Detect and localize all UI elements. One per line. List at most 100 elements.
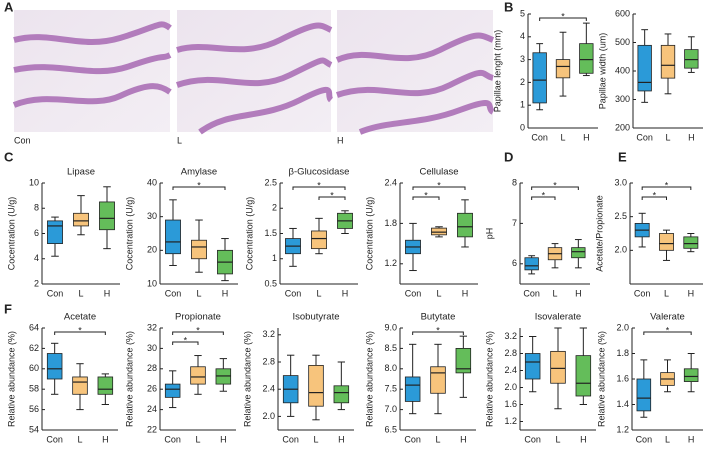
y-tick-label: 4 bbox=[34, 253, 39, 263]
box bbox=[579, 43, 594, 74]
image-label: L bbox=[177, 135, 182, 145]
y-axis-label: Relative abundance (%) bbox=[364, 331, 374, 427]
box-chart: pH 6 7 8 Con L H * * bbox=[484, 177, 590, 298]
y-tick-label: 6 bbox=[512, 258, 517, 268]
y-tick-label: 1 bbox=[520, 100, 525, 110]
y-tick-label: 8 bbox=[512, 177, 517, 187]
box bbox=[659, 233, 674, 251]
y-tick-label: 2.4 bbox=[262, 384, 275, 394]
y-tick-label: 28 bbox=[147, 363, 157, 373]
y-tick-label: 54 bbox=[29, 424, 39, 434]
image-label: H bbox=[337, 135, 344, 145]
y-tick-label: 600 bbox=[615, 8, 630, 18]
y-tick-label: 22 bbox=[147, 424, 157, 434]
significance-label: * bbox=[196, 325, 200, 335]
y-tick-label: 32 bbox=[147, 322, 157, 332]
box-chart: Papillae width (um) 200 300 400 500 600 Con L H bbox=[597, 8, 703, 142]
x-tick-label: H bbox=[338, 434, 345, 444]
significance-label: * bbox=[665, 180, 669, 190]
x-tick-label: Con bbox=[165, 288, 182, 298]
y-tick-label: 1.6 bbox=[504, 399, 517, 409]
x-tick-label: Con bbox=[47, 288, 64, 298]
y-axis-label: Relative abundance (%) bbox=[242, 331, 252, 427]
x-tick-label: H bbox=[102, 434, 109, 444]
x-tick-label: H bbox=[104, 288, 111, 298]
y-tick-label: 7.0 bbox=[384, 404, 397, 414]
y-tick-label: 2.0 bbox=[616, 322, 629, 332]
y-tick-label: 400 bbox=[615, 65, 630, 75]
box-chart: Papillae lenght (mm) 0 1 2 3 4 5 Con L H * bbox=[492, 8, 598, 142]
x-tick-label: L bbox=[664, 288, 669, 298]
x-tick-label: H bbox=[575, 288, 582, 298]
significance-label: * bbox=[330, 190, 334, 200]
y-tick-label: 2.0 bbox=[262, 411, 275, 421]
x-tick-label: Con bbox=[531, 132, 548, 142]
box bbox=[311, 230, 327, 250]
y-axis-label: Relative abundance (%) bbox=[6, 331, 16, 427]
y-axis-label: Cocentration (U/g) bbox=[124, 197, 134, 271]
box bbox=[684, 49, 699, 69]
x-tick-label: L bbox=[665, 434, 670, 444]
box-chart: Cellulase Cocentration (U/g) 1.2 1.8 2.4 Con L… bbox=[364, 167, 478, 298]
significance-label: * bbox=[666, 325, 670, 335]
y-tick-label: 26 bbox=[147, 384, 157, 394]
x-tick-label: H bbox=[220, 434, 227, 444]
box bbox=[550, 350, 566, 384]
y-tick-label: 2 bbox=[34, 278, 39, 288]
y-tick-label: 1.5 bbox=[264, 228, 277, 238]
significance-bracket bbox=[412, 331, 464, 335]
y-axis-label: Papillae width (um) bbox=[597, 33, 607, 110]
chart-title: Lipase bbox=[67, 167, 95, 178]
box bbox=[190, 366, 206, 385]
y-tick-label: 62 bbox=[29, 343, 39, 353]
image-label: Con bbox=[14, 135, 31, 145]
y-axis-label: Relative abundance (%) bbox=[124, 331, 134, 427]
y-tick-label: 8 bbox=[34, 203, 39, 213]
chart-title: β-Glucosidase bbox=[289, 167, 350, 178]
box-chart: Acetate Relative abundance (%) 54 56 58 60 62 6… bbox=[6, 312, 118, 444]
y-tick-label: 60 bbox=[29, 363, 39, 373]
y-axis-label: Relative abundance (%) bbox=[596, 331, 606, 427]
significance-label: * bbox=[78, 325, 82, 335]
x-tick-label: L bbox=[436, 288, 441, 298]
y-axis-label: Acetate/Propionate bbox=[594, 195, 604, 272]
y-tick-label: 64 bbox=[29, 322, 39, 332]
y-tick-label: 2 bbox=[272, 203, 277, 213]
x-tick-label: Con bbox=[524, 434, 541, 444]
y-tick-label: 3.0 bbox=[614, 177, 627, 187]
x-tick-label: H bbox=[462, 288, 469, 298]
y-tick-label: 1.2 bbox=[616, 424, 629, 434]
box-chart: Isovalerate Relative abundance (%) 1.2 1.6 2… bbox=[484, 312, 596, 444]
panel-label: B bbox=[504, 0, 513, 14]
y-axis-label: Cocentration (U/g) bbox=[6, 197, 16, 271]
significance-bracket bbox=[531, 196, 556, 200]
y-tick-label: 0 bbox=[520, 122, 525, 132]
x-tick-label: H bbox=[460, 434, 467, 444]
panel-label: C bbox=[4, 149, 14, 164]
significance-bracket bbox=[172, 341, 199, 345]
box bbox=[636, 378, 652, 412]
x-tick-label: Con bbox=[46, 434, 63, 444]
y-tick-label: 3.2 bbox=[504, 331, 517, 341]
x-tick-label: L bbox=[316, 288, 321, 298]
significance-label: * bbox=[553, 180, 557, 190]
y-tick-label: 2 bbox=[520, 77, 525, 87]
box bbox=[683, 368, 699, 382]
y-tick-label: 56 bbox=[29, 404, 39, 414]
y-tick-label: 7 bbox=[512, 218, 517, 228]
box bbox=[430, 366, 446, 394]
y-tick-label: 20 bbox=[147, 245, 157, 255]
y-tick-label: 3.2 bbox=[262, 329, 275, 339]
box bbox=[97, 376, 114, 395]
y-tick-label: 9.0 bbox=[384, 322, 397, 332]
y-tick-label: 40 bbox=[147, 177, 157, 187]
box bbox=[524, 257, 539, 271]
y-tick-label: 2.4 bbox=[384, 177, 397, 187]
panel-label: F bbox=[4, 301, 12, 316]
box-chart: Propionate Relative abundance (%) 22 24 26 28… bbox=[124, 312, 236, 444]
x-tick-label: Con bbox=[636, 132, 653, 142]
y-tick-label: 1 bbox=[272, 253, 277, 263]
box bbox=[99, 201, 115, 231]
y-tick-label: 2.4 bbox=[504, 365, 517, 375]
x-tick-label: L bbox=[435, 434, 440, 444]
